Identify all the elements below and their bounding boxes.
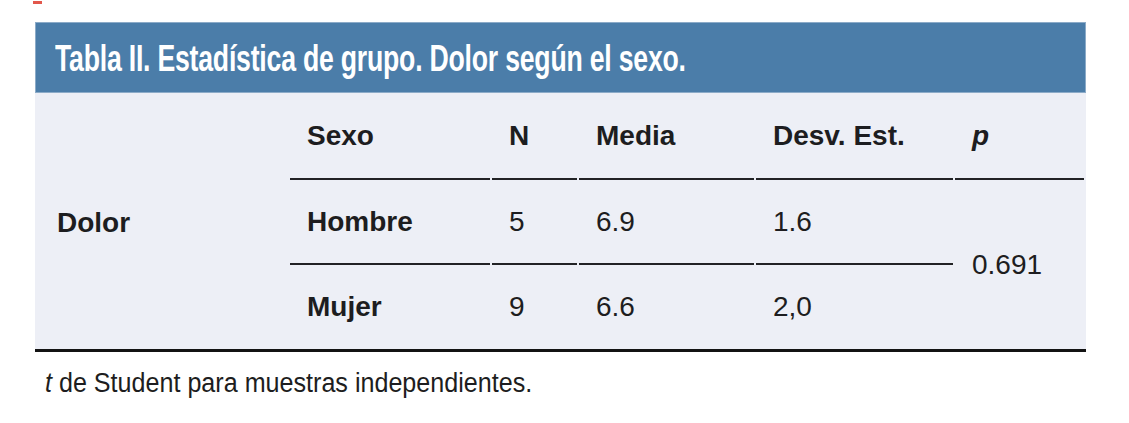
column-header-n: N — [492, 93, 577, 180]
table-row-mujer: Mujer 9 6.6 2,0 — [37, 265, 1084, 349]
cell-desv-hombre: 1.6 — [756, 180, 953, 265]
table-title: Tabla II. Estadística de grupo. Dolor se… — [55, 38, 686, 80]
page-corner-mark — [33, 1, 42, 4]
table-body: Sexo N Media Desv. Est. p Dolor Hombre 5… — [35, 93, 1086, 352]
group-statistics-table: Sexo N Media Desv. Est. p Dolor Hombre 5… — [35, 93, 1086, 349]
cell-sexo-mujer: Mujer — [290, 265, 490, 349]
table-footnote: t de Student para muestras independiente… — [45, 368, 532, 399]
cell-desv-mujer: 2,0 — [756, 265, 953, 349]
stats-table-panel: Tabla II. Estadística de grupo. Dolor se… — [35, 22, 1086, 352]
header-spacer-cell — [37, 93, 288, 180]
cell-n-mujer: 9 — [492, 265, 577, 349]
footnote-text: de Student para muestras independientes. — [52, 368, 532, 398]
table-row-hombre: Dolor Hombre 5 6.9 1.6 0.691 — [37, 180, 1084, 265]
footnote-statistic-symbol: t — [45, 368, 52, 398]
column-header-media: Media — [579, 93, 754, 180]
cell-p-value: 0.691 — [955, 180, 1084, 349]
cell-media-hombre: 6.9 — [579, 180, 754, 265]
row-group-label: Dolor — [37, 180, 288, 265]
column-header-p: p — [955, 93, 1084, 180]
cell-n-hombre: 5 — [492, 180, 577, 265]
column-header-sexo: Sexo — [290, 93, 490, 180]
cell-media-mujer: 6.6 — [579, 265, 754, 349]
table-title-bar: Tabla II. Estadística de grupo. Dolor se… — [35, 22, 1086, 93]
cell-sexo-hombre: Hombre — [290, 180, 490, 265]
row-spacer-cell — [37, 265, 288, 349]
header-row: Sexo N Media Desv. Est. p — [37, 93, 1084, 180]
column-header-desv-est: Desv. Est. — [756, 93, 953, 180]
